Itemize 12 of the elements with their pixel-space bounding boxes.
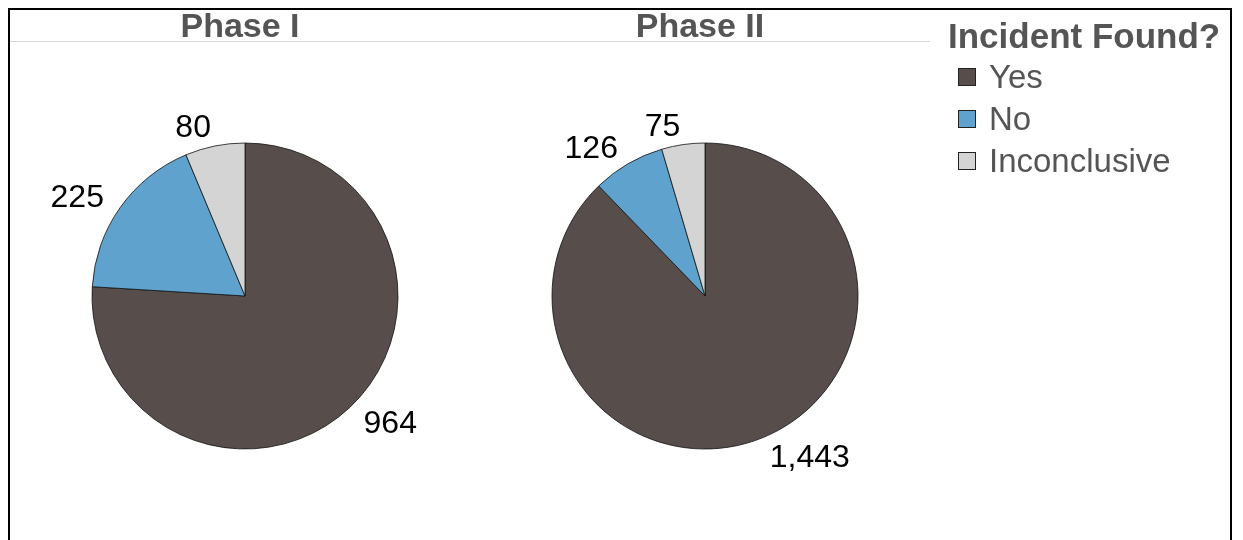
- legend-label: Yes: [989, 57, 1043, 97]
- legend-label: Inconclusive: [989, 141, 1171, 181]
- legend-label: No: [989, 99, 1032, 139]
- chart-title: Phase II: [634, 9, 766, 44]
- data-label: 75: [644, 106, 681, 143]
- data-label: 126: [564, 128, 618, 165]
- data-label: 80: [175, 108, 211, 145]
- chart-title: Phase I: [179, 9, 301, 44]
- data-label: 1,443: [769, 438, 850, 475]
- data-label: 225: [50, 177, 104, 214]
- legend-title: Incident Found?: [948, 16, 1222, 56]
- data-label: 964: [363, 403, 417, 440]
